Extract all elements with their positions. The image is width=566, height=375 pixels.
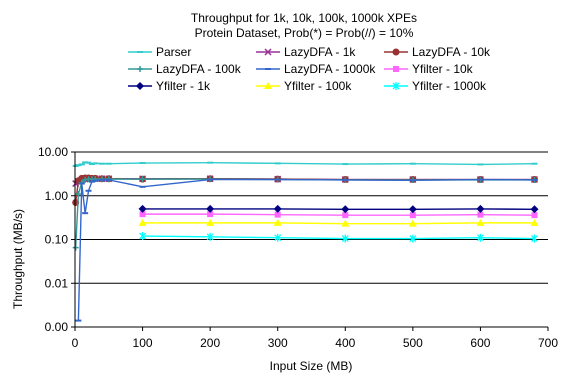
legend-marker bbox=[136, 82, 144, 90]
series-line bbox=[142, 222, 535, 225]
data-point bbox=[531, 234, 538, 243]
legend-marker bbox=[264, 82, 272, 89]
x-tick-label: 600 bbox=[470, 336, 490, 350]
x-tick-label: 100 bbox=[133, 336, 153, 350]
series-lazydfa-1000k bbox=[75, 178, 538, 322]
data-point bbox=[138, 218, 147, 226]
legend-marker bbox=[393, 66, 399, 72]
data-point bbox=[273, 204, 282, 213]
y-tick-labels: 0.00 0.01 0.10 1.00 10.00 bbox=[38, 145, 68, 334]
legend-marker bbox=[392, 82, 400, 90]
legend-label: Yfilter - 10k bbox=[412, 62, 474, 76]
data-point bbox=[530, 218, 539, 226]
data-point bbox=[477, 211, 484, 218]
data-point bbox=[274, 233, 282, 242]
y-tick-label: 0.01 bbox=[45, 276, 69, 290]
data-point bbox=[207, 211, 214, 218]
series-yfilter-10k bbox=[139, 211, 538, 219]
legend-marker bbox=[137, 66, 143, 72]
data-point bbox=[342, 212, 349, 219]
series-yfilter-1k bbox=[138, 204, 539, 214]
data-point bbox=[72, 244, 79, 251]
data-point bbox=[273, 218, 282, 226]
series-line bbox=[142, 213, 535, 216]
x-tick-labels: 0 100 200 300 400 500 600 700 bbox=[72, 336, 559, 350]
data-point bbox=[409, 234, 417, 243]
legend-item: Parser bbox=[128, 45, 191, 59]
data-point bbox=[476, 233, 484, 242]
x-tick-label: 500 bbox=[403, 336, 423, 350]
data-point bbox=[206, 218, 215, 226]
data-point bbox=[476, 204, 485, 213]
data-point bbox=[82, 176, 89, 183]
y-tick-label: 0.10 bbox=[45, 233, 69, 247]
chart-subtitle: Protein Dataset, Prob(*) = Prob(//) = 10… bbox=[195, 26, 414, 40]
legend-marker bbox=[392, 48, 400, 56]
x-tick-label: 300 bbox=[268, 336, 288, 350]
y-axis-label: Throughput (MB/s) bbox=[11, 209, 25, 309]
data-point bbox=[139, 211, 146, 218]
legend-item: Yfilter - 100k bbox=[256, 79, 352, 93]
x-axis-label: Input Size (MB) bbox=[270, 359, 353, 373]
series-layer bbox=[72, 161, 539, 322]
legend-label: Yfilter - 1k bbox=[156, 79, 211, 93]
x-tick-label: 400 bbox=[335, 336, 355, 350]
data-point bbox=[341, 219, 350, 227]
legend-item: LazyDFA - 1000k bbox=[256, 62, 376, 76]
legend-item: Yfilter - 10k bbox=[384, 62, 474, 76]
data-point bbox=[409, 212, 416, 219]
data-point bbox=[476, 218, 485, 226]
series-parser bbox=[72, 161, 538, 167]
axes bbox=[74, 152, 549, 331]
y-tick-label: 10.00 bbox=[38, 145, 68, 159]
data-point bbox=[341, 205, 350, 214]
x-tick-label: 200 bbox=[200, 336, 220, 350]
chart-title: Throughput for 1k, 10k, 100k, 1000k XPEs bbox=[191, 11, 417, 25]
x-tick-label: 0 bbox=[72, 336, 79, 350]
legend-item: LazyDFA - 100k bbox=[128, 62, 242, 76]
legend-label: Parser bbox=[156, 45, 191, 59]
data-point bbox=[139, 176, 146, 183]
data-point bbox=[274, 211, 281, 218]
series-line bbox=[75, 161, 535, 167]
data-point bbox=[206, 232, 214, 241]
legend-item: Yfilter - 1k bbox=[128, 79, 211, 93]
data-point bbox=[138, 204, 147, 213]
data-point bbox=[206, 204, 215, 213]
legend-marker bbox=[264, 48, 272, 56]
legend-label: LazyDFA - 1k bbox=[284, 45, 356, 59]
legend-label: LazyDFA - 1000k bbox=[284, 62, 376, 76]
legend-label: Yfilter - 1000k bbox=[412, 79, 487, 93]
data-point bbox=[530, 205, 539, 214]
data-point bbox=[531, 212, 538, 219]
series-yfilter-100k bbox=[138, 218, 539, 227]
data-point bbox=[408, 219, 417, 227]
data-point bbox=[139, 232, 147, 241]
data-point bbox=[408, 205, 417, 214]
series-line bbox=[77, 178, 535, 321]
legend-label: LazyDFA - 100k bbox=[156, 62, 242, 76]
y-tick-label: 1.00 bbox=[45, 189, 69, 203]
legend-item: LazyDFA - 10k bbox=[384, 45, 491, 59]
data-point bbox=[341, 234, 349, 243]
series-yfilter-1000k bbox=[139, 232, 538, 243]
y-tick-label: 0.00 bbox=[45, 320, 69, 334]
data-point bbox=[75, 190, 82, 197]
legend-label: LazyDFA - 10k bbox=[412, 45, 491, 59]
legend-label: Yfilter - 100k bbox=[284, 79, 352, 93]
x-tick-label: 700 bbox=[538, 336, 558, 350]
legend-item: Yfilter - 1000k bbox=[384, 79, 487, 93]
series-line bbox=[142, 235, 535, 240]
chart-legend: Parser LazyDFA - 1k LazyDFA - 10k LazyDFA -… bbox=[128, 45, 491, 93]
legend-item: LazyDFA - 1k bbox=[256, 45, 356, 59]
